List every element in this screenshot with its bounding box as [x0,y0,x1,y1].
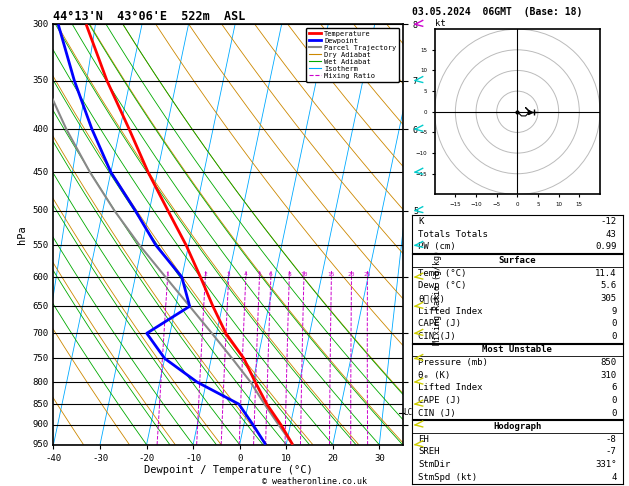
Text: 900: 900 [33,420,49,430]
Text: hPa: hPa [17,225,27,244]
Text: 0: 0 [611,396,616,405]
Text: CIN (J): CIN (J) [418,332,456,341]
Text: 500: 500 [33,206,49,215]
Text: K: K [418,217,424,226]
Text: 310: 310 [600,371,616,380]
Text: 11.4: 11.4 [595,269,616,278]
Text: 300: 300 [33,20,49,29]
Text: Temp (°C): Temp (°C) [418,269,467,278]
Text: Surface: Surface [499,256,536,265]
Text: Most Unstable: Most Unstable [482,346,552,354]
Text: 350: 350 [33,76,49,85]
Text: © weatheronline.co.uk: © weatheronline.co.uk [262,476,367,486]
Text: 800: 800 [33,378,49,386]
Text: 0: 0 [611,332,616,341]
Text: 6: 6 [269,272,273,277]
Text: Lifted Index: Lifted Index [418,383,483,392]
Text: 2: 2 [203,272,207,277]
Text: 20: 20 [348,272,355,277]
Text: 650: 650 [33,302,49,311]
Text: Pressure (mb): Pressure (mb) [418,358,488,367]
Text: 5.6: 5.6 [600,281,616,290]
Text: 03.05.2024  06GMT  (Base: 18): 03.05.2024 06GMT (Base: 18) [412,7,582,17]
Text: θₑ (K): θₑ (K) [418,371,450,380]
X-axis label: Dewpoint / Temperature (°C): Dewpoint / Temperature (°C) [143,466,313,475]
Text: Hodograph: Hodograph [493,422,542,431]
Text: 305: 305 [600,294,616,303]
Text: -12: -12 [600,217,616,226]
Text: 43: 43 [606,230,616,239]
Text: kt: kt [435,19,445,28]
Text: LCL: LCL [404,408,418,417]
Text: 1: 1 [166,272,169,277]
Text: -8: -8 [606,435,616,444]
Text: Totals Totals: Totals Totals [418,230,488,239]
Text: CIN (J): CIN (J) [418,409,456,417]
Text: -7: -7 [606,448,616,456]
Text: 400: 400 [33,125,49,134]
Text: Dewp (°C): Dewp (°C) [418,281,467,290]
Text: 0.99: 0.99 [595,243,616,251]
Text: Mixing Ratio (g/kg): Mixing Ratio (g/kg) [433,250,442,345]
Text: EH: EH [418,435,429,444]
Text: StmSpd (kt): StmSpd (kt) [418,473,477,482]
Text: SREH: SREH [418,448,440,456]
Text: PW (cm): PW (cm) [418,243,456,251]
Text: 331°: 331° [595,460,616,469]
Text: 44°13'N  43°06'E  522m  ASL: 44°13'N 43°06'E 522m ASL [53,10,246,23]
Text: 700: 700 [33,329,49,338]
Text: 4: 4 [611,473,616,482]
Text: 950: 950 [33,440,49,449]
Text: 15: 15 [328,272,335,277]
Text: 5: 5 [258,272,261,277]
Text: 4: 4 [244,272,248,277]
Text: 10: 10 [300,272,308,277]
Text: 600: 600 [33,273,49,281]
Text: 850: 850 [33,399,49,409]
Text: StmDir: StmDir [418,460,450,469]
Text: 750: 750 [33,354,49,363]
Text: 550: 550 [33,241,49,250]
Text: Lifted Index: Lifted Index [418,307,483,315]
Text: 9: 9 [611,307,616,315]
Text: 6: 6 [611,383,616,392]
Text: CAPE (J): CAPE (J) [418,319,461,328]
Text: 0: 0 [611,409,616,417]
Text: 8: 8 [287,272,291,277]
Text: CAPE (J): CAPE (J) [418,396,461,405]
Text: θᴇ(K): θᴇ(K) [418,294,445,303]
Legend: Temperature, Dewpoint, Parcel Trajectory, Dry Adiabat, Wet Adiabat, Isotherm, Mi: Temperature, Dewpoint, Parcel Trajectory… [306,28,399,82]
Text: 0: 0 [611,319,616,328]
Text: 450: 450 [33,168,49,177]
Y-axis label: km
ASL: km ASL [437,226,457,243]
Text: 850: 850 [600,358,616,367]
Text: 3: 3 [227,272,230,277]
Text: 25: 25 [364,272,371,277]
